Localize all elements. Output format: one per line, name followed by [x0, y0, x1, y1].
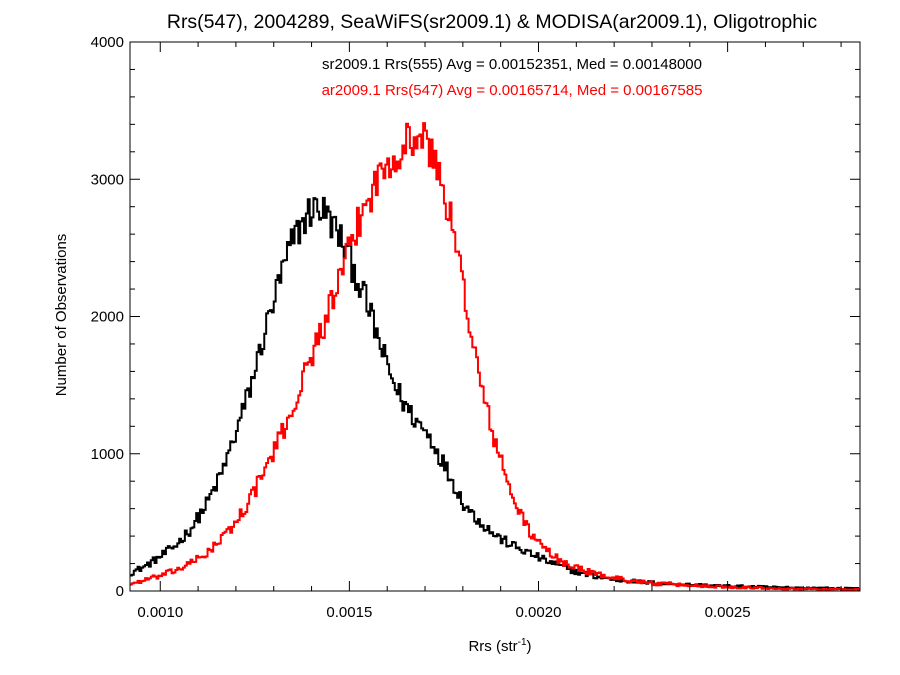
- histogram-series-seawifs: [130, 196, 860, 591]
- x-axis-label-text: Rrs (str: [468, 638, 517, 655]
- y-tick-label: 2000: [91, 309, 124, 326]
- x-axis-label-end: ): [527, 638, 532, 655]
- chart-title: Rrs(547), 2004289, SeaWiFS(sr2009.1) & M…: [167, 11, 818, 33]
- x-axis-label-superscript: -1: [518, 637, 527, 648]
- y-tick-label: 3000: [91, 171, 124, 188]
- histogram-series-modisa: [130, 122, 860, 592]
- x-tick-label: 0.0010: [137, 604, 183, 621]
- x-tick-label: 0.0015: [326, 604, 372, 621]
- stats-annotation-seawifs: sr2009.1 Rrs(555) Avg = 0.00152351, Med …: [322, 56, 702, 73]
- x-tick-label: 0.0020: [516, 604, 562, 621]
- series-layer: [130, 122, 860, 592]
- x-tick-label: 0.0025: [705, 604, 751, 621]
- y-tick-label: 0: [116, 583, 124, 600]
- stats-annotation-modisa: ar2009.1 Rrs(547) Avg = 0.00165714, Med …: [322, 82, 703, 99]
- y-tick-label: 1000: [91, 446, 124, 463]
- y-axis-label: Number of Observations: [53, 234, 70, 397]
- x-axis-label: Rrs (str-1): [468, 637, 531, 655]
- y-tick-label: 4000: [91, 34, 124, 51]
- axis-ticks: 0.0010 0.0015 0.0020 0.0025 0 1000 2000 3000 400…: [91, 34, 860, 621]
